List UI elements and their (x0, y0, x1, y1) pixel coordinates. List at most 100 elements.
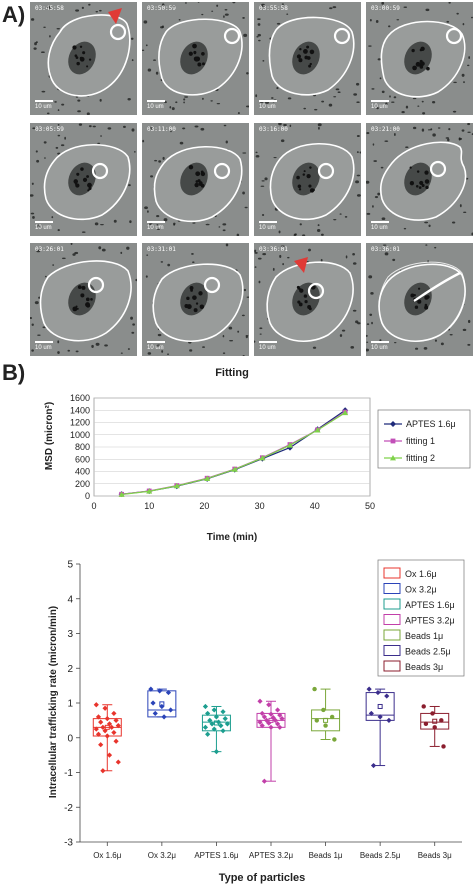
trafficking-rate-box-plot: -3 -2 -1 0 1 2 3 4 5 Ox 1.6μ Ox 3.2μ APTES 1.6μ APTE… (48, 559, 465, 884)
box-data-point (152, 710, 158, 717)
box-x-tick-label: APTES 3.2μ (249, 851, 294, 860)
box-x-tick-label: APTES 1.6μ (194, 851, 239, 860)
fit-x-tick-label: 10 (144, 501, 154, 511)
microscopy-frame: 03:16:00 10 um (254, 123, 361, 236)
box-y-tick-label: -1 (64, 768, 73, 779)
particle-marker-circle (307, 282, 325, 300)
particle-marker-circle (317, 162, 335, 180)
panel-b-label: B) (2, 360, 26, 385)
fit-x-tick-label: 20 (199, 501, 209, 511)
box-legend: Ox 1.6μ Ox 3.2μ APTES 1.6μ APTES 3.2μ Beads … (377, 559, 465, 677)
scale-bar-label: 10 um (371, 345, 388, 351)
fit-data-point (342, 409, 349, 416)
cell-image (254, 245, 361, 349)
fit-y-axis-label: MSD (micron²) (44, 402, 55, 470)
scale-bar-label: 10 um (35, 104, 52, 110)
box-data-point (100, 724, 106, 730)
microscopy-frame: 03:11:00 10 um (142, 123, 249, 236)
microscopy-frame: 03:50:59 10 um (142, 2, 249, 115)
scale-bar-label: 10 um (371, 225, 388, 231)
frame-timestamp: 03:36:01 (259, 246, 288, 253)
fit-y-tick-label: 1400 (70, 405, 90, 415)
box-legend-swatch (383, 645, 401, 656)
fit-x-axis-label: Time (min) (207, 532, 257, 543)
cell-outline (266, 261, 354, 343)
frame-timestamp: 03:31:01 (147, 246, 176, 253)
scale-bar (147, 341, 165, 343)
particle-marker-circle (213, 162, 231, 180)
box-mean-marker (377, 703, 383, 709)
particle-marker-circle (333, 27, 351, 45)
box-x-tick-label: Beads 1μ (309, 851, 343, 860)
box-data-point (113, 738, 119, 744)
box-y-axis-label: Intracellular trafficking rate (micron/m… (48, 606, 59, 798)
box-data-point (202, 724, 209, 730)
scale-bar-label: 10 um (259, 225, 276, 231)
fit-legend-marker (390, 438, 396, 444)
box-y-tick-label: 0 (67, 733, 73, 744)
msd-fitting-chart: Fitting 0 200 400 600 800 1000 1200 1400 1600 0 10… (44, 367, 471, 543)
box-legend-swatch (383, 614, 401, 625)
box-data-point (257, 719, 263, 725)
fit-y-tick-label: 400 (75, 467, 90, 477)
microscopy-frame: 03:00:59 10 um (366, 2, 473, 115)
box-data-point (261, 778, 267, 784)
fit-legend-marker (390, 421, 396, 427)
fit-data-point (118, 491, 125, 497)
fit-chart-title: Fitting (215, 367, 249, 379)
box-data-point (211, 726, 217, 732)
time-lapse-image-grid: 03:45:58 10 um 03:50:59 10 um 03:55:58 10 um 0… (30, 2, 473, 357)
frame-timestamp: 03:11:00 (147, 126, 176, 133)
box-data-point (202, 703, 209, 710)
box-legend-label: Beads 2.5μ (405, 647, 451, 657)
box-legend-label: Beads 3μ (405, 662, 443, 672)
fit-x-tick-label: 50 (365, 501, 375, 511)
fit-y-tick-label: 800 (75, 442, 90, 452)
fit-y-tick-label: 1600 (70, 393, 90, 403)
particle-marker-circle (91, 162, 109, 180)
box-legend-label: APTES 1.6μ (405, 600, 455, 610)
box-y-tick-label: 5 (67, 560, 73, 571)
box-data-point (93, 702, 99, 708)
frame-timestamp: 03:16:00 (259, 126, 288, 133)
microscopy-frame: 03:36:01 10 um (366, 243, 473, 356)
fit-y-tick-label: 0 (85, 491, 90, 501)
microscopy-frame: 03:36:01 10 um (254, 243, 361, 356)
box-data-point (213, 749, 220, 755)
box-data-point (207, 717, 213, 723)
box-legend-swatch (383, 629, 401, 641)
box-data-point (272, 717, 278, 723)
box-data-point (257, 698, 263, 704)
box-legend-frame (377, 559, 465, 677)
box-legend-swatch (383, 583, 401, 594)
cell-outline (268, 16, 355, 96)
cell-image (142, 124, 248, 236)
scale-bar-label: 10 um (259, 104, 276, 110)
box-data-point (261, 714, 267, 720)
box-data-point (423, 721, 429, 727)
box-data-point (279, 716, 285, 722)
cell-image (30, 123, 136, 233)
box-data-point (102, 728, 108, 734)
box-legend-label: APTES 3.2μ (405, 616, 455, 626)
box-data-point (441, 744, 446, 749)
box-data-point (104, 733, 110, 739)
cell-outline (158, 18, 243, 96)
particle-marker-circle (429, 160, 447, 178)
fit-data-point (286, 442, 293, 448)
box-y-tick-label: 2 (67, 664, 73, 675)
cell-image (368, 2, 473, 115)
box-x-tick-label: Beads 2.5μ (360, 851, 401, 860)
fit-data-point (286, 444, 293, 451)
particle-marker-circle (109, 23, 127, 41)
particle-marker-circle (203, 276, 221, 294)
cell-image (145, 243, 249, 356)
frame-timestamp: 03:36:01 (371, 246, 400, 253)
box-mean-marker (432, 718, 438, 724)
frame-timestamp: 03:00:59 (371, 5, 400, 12)
scale-bar-label: 10 um (35, 345, 52, 351)
microscopy-frame: 03:45:58 10 um (30, 2, 137, 115)
box-data-point (220, 728, 226, 734)
fit-x-tick-label: 40 (310, 501, 320, 511)
cell-outline (43, 143, 131, 221)
